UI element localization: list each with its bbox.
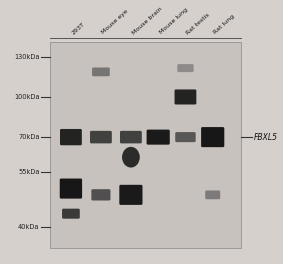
Ellipse shape: [122, 147, 140, 168]
Text: 55kDa: 55kDa: [18, 169, 40, 175]
Text: Mouse brain: Mouse brain: [131, 6, 163, 35]
Text: Rat lung: Rat lung: [213, 14, 235, 35]
Text: 100kDa: 100kDa: [14, 94, 40, 100]
Text: Rat testis: Rat testis: [185, 12, 211, 35]
FancyBboxPatch shape: [175, 132, 196, 142]
FancyBboxPatch shape: [119, 185, 143, 205]
Text: Mouse eye: Mouse eye: [101, 9, 129, 35]
Text: 130kDa: 130kDa: [14, 54, 40, 60]
FancyBboxPatch shape: [120, 131, 142, 143]
FancyBboxPatch shape: [50, 42, 241, 248]
FancyBboxPatch shape: [175, 89, 196, 105]
Text: 70kDa: 70kDa: [18, 134, 40, 140]
Text: 293T: 293T: [71, 21, 86, 35]
Text: FBXL5: FBXL5: [254, 133, 278, 142]
FancyBboxPatch shape: [62, 209, 80, 219]
FancyBboxPatch shape: [201, 127, 224, 147]
FancyBboxPatch shape: [60, 178, 82, 199]
FancyBboxPatch shape: [92, 68, 110, 76]
FancyBboxPatch shape: [177, 64, 194, 72]
Text: Mouse lung: Mouse lung: [158, 8, 188, 35]
FancyBboxPatch shape: [91, 189, 110, 200]
FancyBboxPatch shape: [205, 190, 220, 199]
FancyBboxPatch shape: [90, 131, 112, 143]
FancyBboxPatch shape: [60, 129, 82, 145]
Text: 40kDa: 40kDa: [18, 224, 40, 230]
FancyBboxPatch shape: [147, 130, 170, 145]
